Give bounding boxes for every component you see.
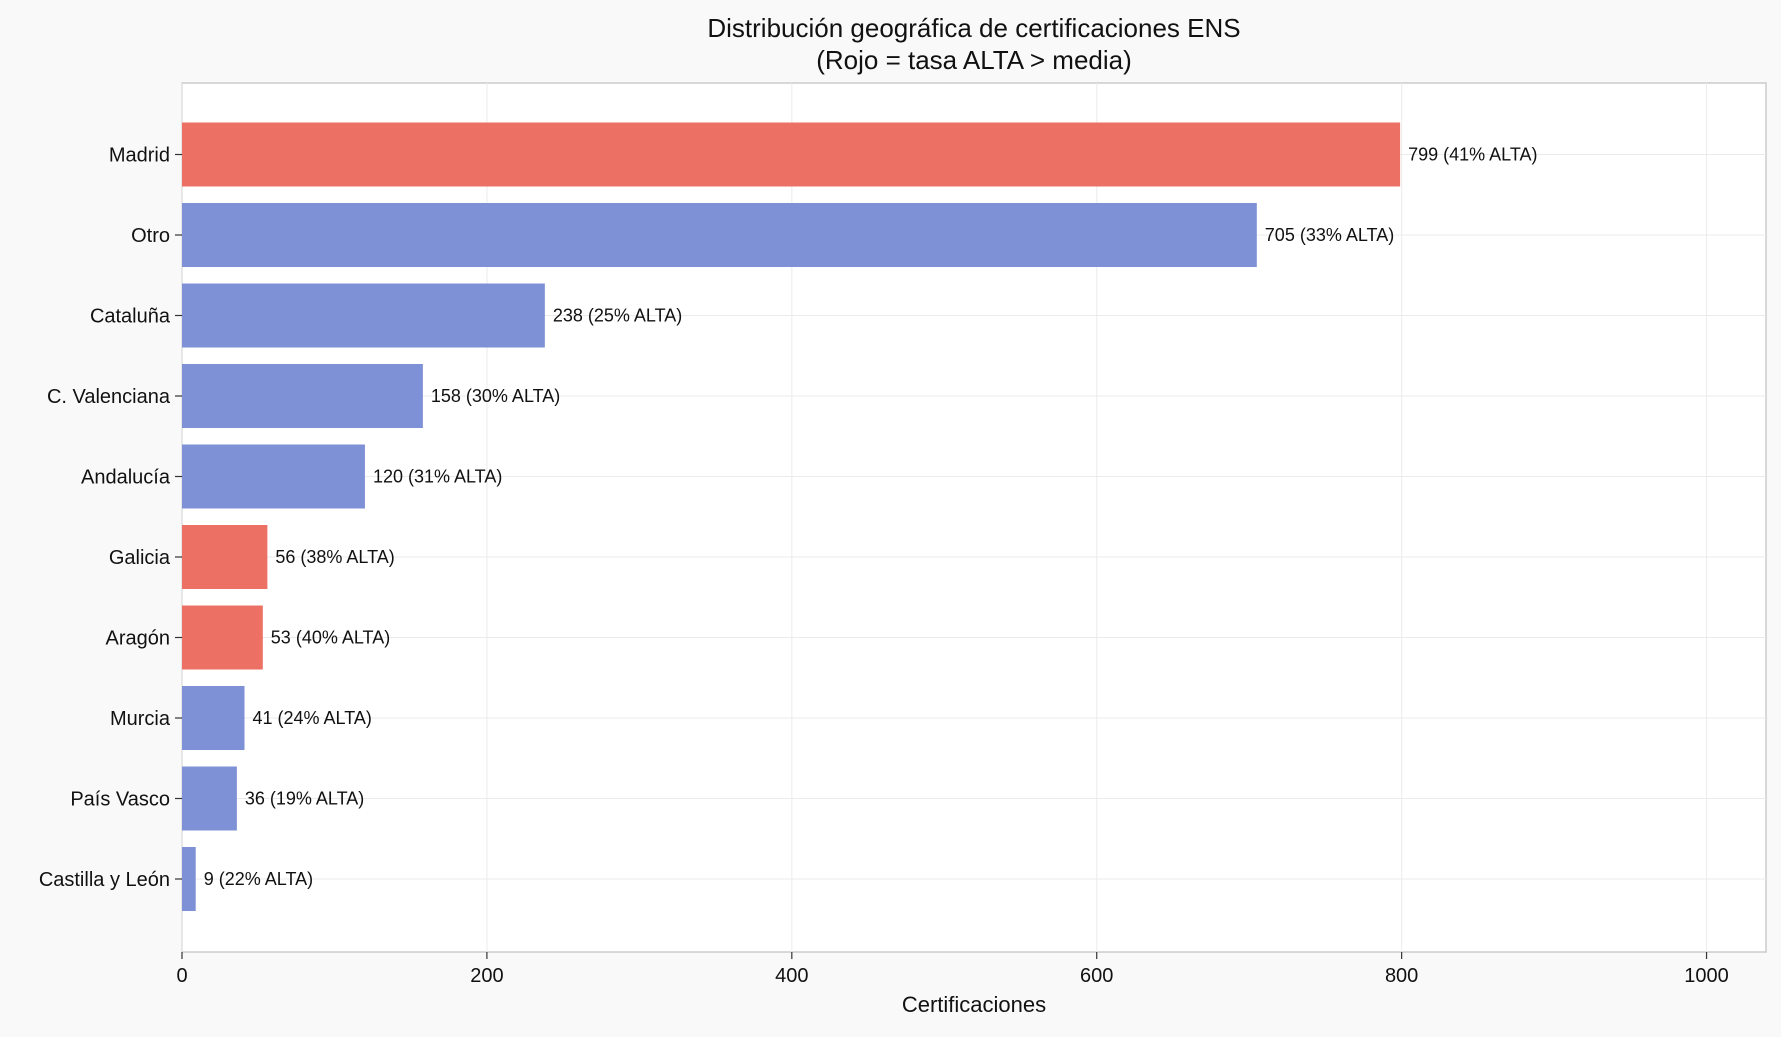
- x-tick-label: 0: [176, 965, 187, 987]
- y-tick-label: Andalucía: [81, 467, 171, 489]
- bar-value-label: 53 (40% ALTA): [271, 628, 390, 648]
- x-tick-label: 200: [470, 965, 503, 987]
- bar-madrid: [182, 122, 1401, 187]
- chart-subtitle: (Rojo = tasa ALTA > media): [816, 45, 1132, 75]
- y-tick-label: País Vasco: [70, 789, 170, 811]
- bar-value-label: 238 (25% ALTA): [553, 306, 682, 326]
- x-tick-label: 800: [1385, 965, 1418, 987]
- y-tick-label: Cataluña: [90, 306, 171, 328]
- x-tick-label: 1000: [1684, 965, 1729, 987]
- bar-galicia: [182, 525, 268, 589]
- bar-value-label: 158 (30% ALTA): [431, 386, 560, 406]
- bar-catalu-a: [182, 283, 545, 348]
- bar-otro: [182, 203, 1257, 267]
- bar-castilla-y-le-n: [182, 847, 196, 911]
- bar-value-label: 120 (31% ALTA): [373, 467, 502, 487]
- y-tick-label: Otro: [131, 225, 170, 247]
- bar-value-label: 705 (33% ALTA): [1265, 225, 1394, 245]
- bar-value-label: 56 (38% ALTA): [275, 547, 394, 567]
- bar-c-valenciana: [182, 364, 423, 428]
- bar-value-label: 9 (22% ALTA): [204, 869, 313, 889]
- chart-title: Distribución geográfica de certificacion…: [707, 13, 1240, 43]
- y-tick-label: Aragón: [106, 628, 171, 650]
- y-tick-label: Murcia: [110, 708, 171, 730]
- y-tick-label: Castilla y León: [39, 869, 170, 891]
- bar-value-label: 799 (41% ALTA): [1408, 145, 1537, 165]
- bar-arag-n: [182, 605, 263, 670]
- y-tick-label: C. Valenciana: [47, 386, 171, 408]
- bar-murcia: [182, 686, 245, 750]
- x-tick-label: 400: [775, 965, 808, 987]
- y-tick-label: Galicia: [109, 547, 171, 569]
- bar-value-label: 36 (19% ALTA): [245, 789, 364, 809]
- x-axis-label: Certificaciones: [902, 992, 1046, 1017]
- x-tick-label: 600: [1080, 965, 1113, 987]
- y-tick-label: Madrid: [109, 145, 170, 167]
- bar-andaluc-a: [182, 444, 365, 509]
- bar-value-label: 41 (24% ALTA): [253, 708, 372, 728]
- bar-pa-s-vasco: [182, 766, 237, 831]
